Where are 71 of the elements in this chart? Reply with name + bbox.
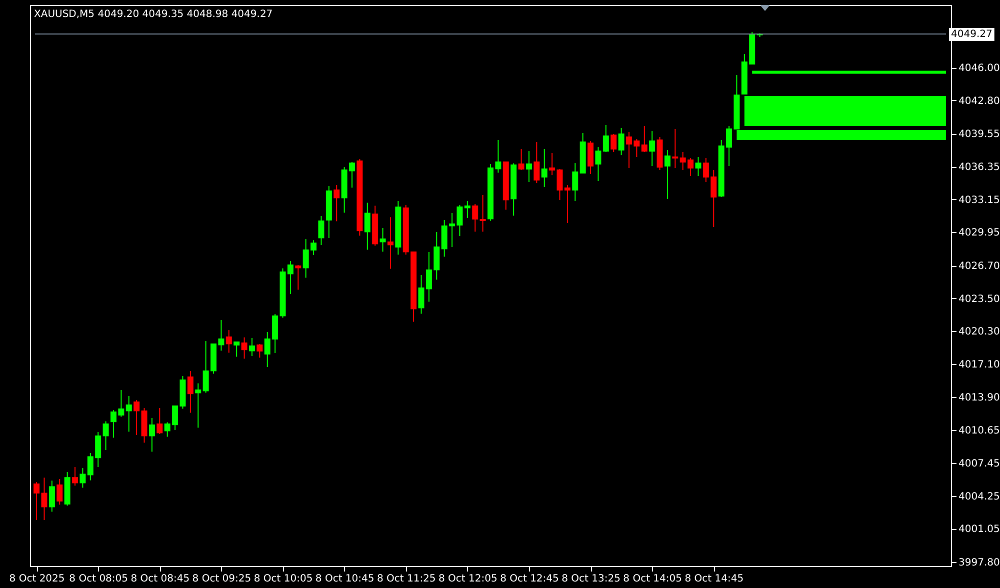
- x-tick-label: 8 Oct 14:45: [684, 574, 744, 584]
- candlestick: [195, 382, 202, 428]
- x-tick-label: 8 Oct 10:05: [254, 574, 313, 584]
- y-tick-label: 4017.10: [958, 360, 1000, 371]
- x-tick-label: 8 Oct 13:25: [562, 574, 620, 584]
- candlestick: [526, 150, 532, 183]
- candlestick: [380, 228, 386, 252]
- candlestick: [148, 417, 155, 452]
- candlestick: [518, 148, 524, 171]
- y-tick-label: 4029.95: [958, 228, 1000, 239]
- x-tick-label: 8 Oct 12:05: [438, 574, 498, 584]
- candlestick: [364, 202, 370, 250]
- candlestick: [126, 396, 132, 432]
- y-tick-label: 4046.00: [958, 63, 1000, 74]
- chart-title: XAUUSD,M5 4049.20 4049.35 4048.98 4049.27: [34, 9, 273, 20]
- candlestick: [56, 478, 63, 506]
- y-tick-label: 4026.70: [958, 261, 1000, 272]
- candlestick: [102, 420, 109, 450]
- y-tick-label: 4010.65: [958, 426, 1000, 437]
- candlestick: [480, 194, 486, 232]
- candlestick: [187, 370, 194, 414]
- y-tick-label: 4004.25: [958, 491, 1000, 502]
- x-tick-label: 8 Oct 10:45: [315, 574, 374, 584]
- candlestick: [48, 480, 55, 512]
- candlestick: [80, 468, 86, 488]
- candlestick: [641, 126, 648, 152]
- candlestick: [72, 466, 78, 486]
- x-tick-label: 8 Oct 09:25: [192, 574, 252, 584]
- candlestick: [464, 200, 470, 219]
- candlestick: [134, 400, 140, 436]
- candlestick: [610, 134, 617, 152]
- x-tick-label: 8 Oct 2025: [9, 574, 65, 584]
- candlestick: [248, 337, 255, 357]
- candlestick: [595, 146, 602, 182]
- candlestick: [618, 127, 624, 156]
- y-tick-label: 4007.45: [958, 458, 1000, 470]
- candlestick: [588, 140, 594, 175]
- candlestick: [572, 162, 578, 202]
- candlestick: [672, 128, 678, 168]
- y-tick-label: 4013.90: [958, 392, 1000, 404]
- candlestick: [334, 184, 340, 222]
- y-tick-label: 4039.55: [958, 129, 1000, 140]
- candlestick: [534, 142, 540, 184]
- x-tick-label: 8 Oct 14:05: [623, 574, 682, 584]
- candlestick: [156, 408, 163, 434]
- y-tick-label: 4036.35: [958, 162, 1000, 174]
- x-tick-label: 8 Oct 12:45: [500, 574, 559, 584]
- candlestick: [695, 156, 702, 176]
- candlestick: [564, 184, 570, 224]
- candlestick: [541, 148, 548, 188]
- candlestick: [472, 204, 478, 232]
- y-tick-label: 4023.50: [958, 294, 1000, 305]
- candlestick: [649, 130, 656, 167]
- candlestick: [295, 264, 302, 290]
- candlestick: [241, 336, 248, 360]
- candlestick: [664, 150, 670, 200]
- y-tick-label: 4020.30: [958, 326, 1000, 338]
- candlestick: [602, 124, 609, 152]
- x-tick-label: 8 Oct 08:45: [130, 574, 190, 584]
- y-tick-label: 3997.80: [958, 558, 1000, 568]
- candlestick: [234, 341, 240, 358]
- x-tick-label: 8 Oct 11:25: [376, 574, 436, 584]
- y-tick-label: 4001.05: [958, 524, 1000, 536]
- x-tick-label: 8 Oct 08:05: [69, 574, 128, 584]
- candlestick: [387, 216, 394, 270]
- ref-line-label: 4049.27: [951, 29, 992, 40]
- candlestick: [318, 216, 324, 246]
- y-tick-label: 4042.80: [958, 96, 1000, 107]
- candlestick: [226, 330, 232, 354]
- y-tick-label: 4033.15: [958, 194, 1000, 206]
- candlestick: [256, 344, 263, 358]
